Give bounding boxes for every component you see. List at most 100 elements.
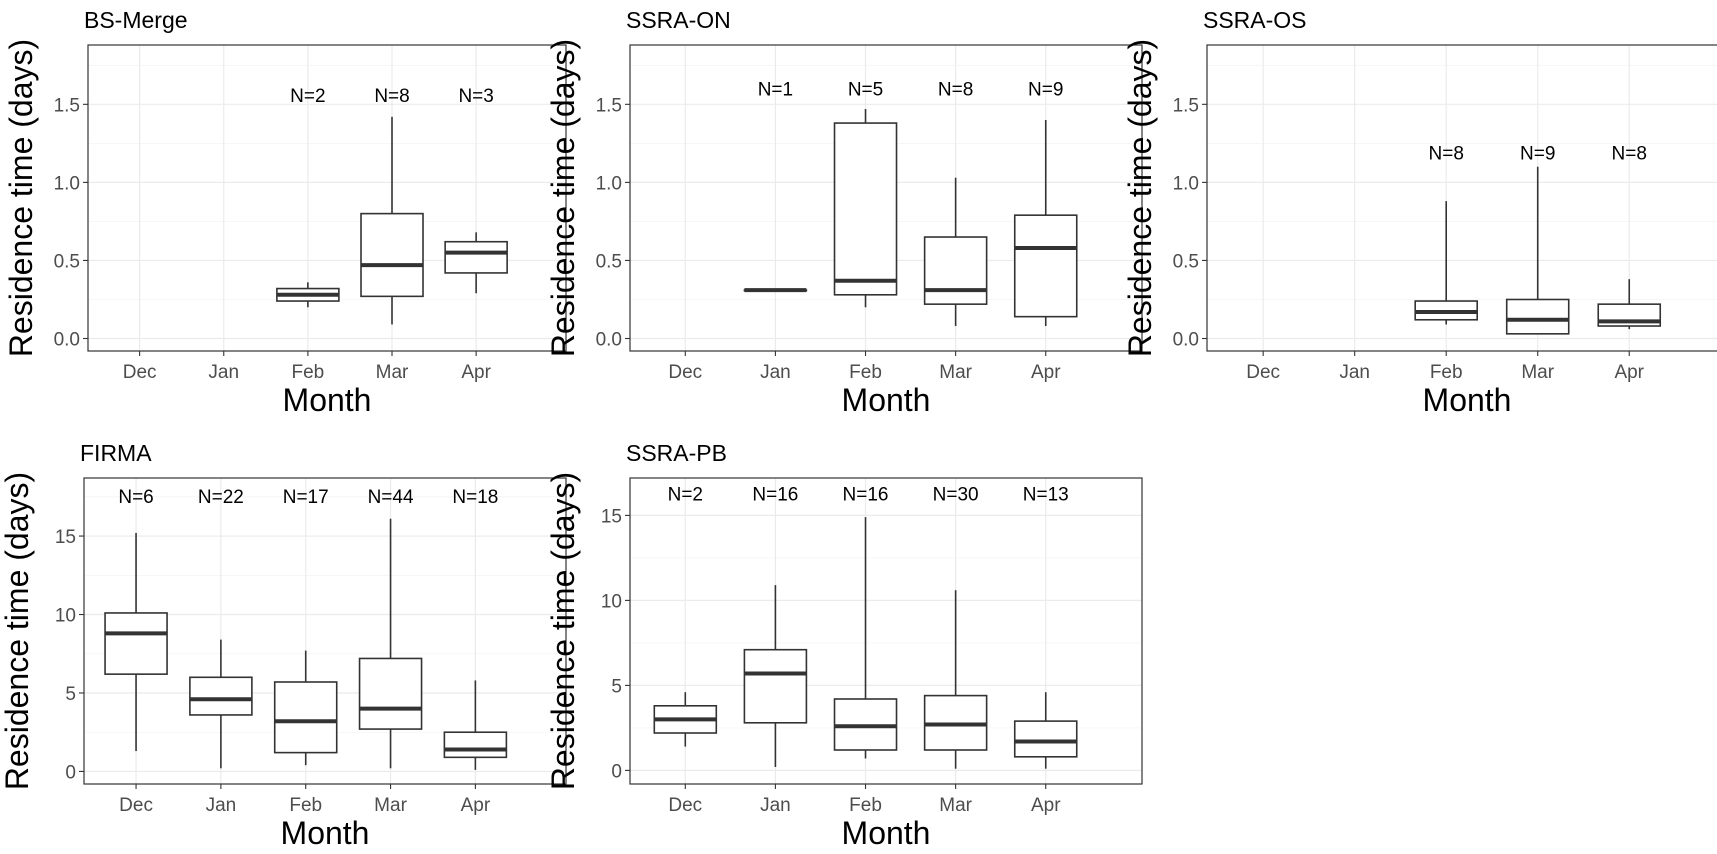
box-Apr: N=8 — [1597, 144, 1662, 330]
box-Mar: N=8 — [923, 80, 988, 327]
x-axis-title: Month — [1423, 382, 1512, 418]
n-label: N=5 — [848, 80, 883, 101]
n-label: N=1 — [758, 80, 793, 101]
box-Dec: N=6 — [104, 487, 168, 752]
panel-title: BS-Merge — [84, 7, 188, 33]
y-axis-title: Residence time (days) — [1122, 39, 1158, 357]
y-axis-title: Residence time (days) — [545, 472, 581, 790]
x-tick-label: Mar — [939, 362, 972, 383]
x-tick-label: Feb — [849, 795, 882, 816]
box-Feb: N=16 — [833, 484, 898, 759]
panel-title: SSRA-OS — [1203, 7, 1307, 33]
panel-border — [83, 477, 567, 785]
box-Jan: N=1 — [743, 80, 808, 293]
box-Jan: N=22 — [189, 487, 253, 769]
iqr-box — [833, 122, 898, 296]
y-tick-label: 0 — [611, 761, 622, 782]
y-tick-label: 5 — [611, 676, 622, 697]
box-Mar: N=8 — [360, 86, 424, 325]
chart-panel-FIRMA: N=6 N=22 N=17 N=44 N=18 0 5 10 15 Dec Jan Feb Mar Apr… — [0, 440, 567, 851]
iqr-box — [443, 731, 508, 759]
box-Mar: N=44 — [358, 487, 423, 769]
panel-title: SSRA-ON — [626, 7, 731, 33]
n-label: N=2 — [668, 484, 703, 505]
x-tick-label: Feb — [289, 795, 322, 816]
n-label: N=9 — [1028, 80, 1063, 101]
x-tick-label: Apr — [1031, 795, 1061, 816]
iqr-box — [743, 648, 808, 724]
n-label: N=16 — [752, 484, 798, 505]
y-tick-label: 0.5 — [596, 251, 622, 272]
box-Feb: N=8 — [1414, 144, 1478, 325]
y-tick-label: 0.5 — [1173, 251, 1199, 272]
y-tick-label: 10 — [55, 606, 76, 627]
box-Apr: N=18 — [443, 487, 508, 770]
x-axis-title: Month — [281, 815, 370, 851]
n-label: N=30 — [933, 484, 979, 505]
n-label: N=13 — [1023, 484, 1069, 505]
panel-border — [629, 44, 1143, 352]
x-tick-label: Dec — [668, 795, 702, 816]
y-tick-label: 1.5 — [1173, 95, 1199, 116]
plot-area — [1207, 45, 1717, 351]
panel-border — [629, 477, 1143, 785]
x-axis-title: Month — [842, 815, 931, 851]
y-tick-label: 1.0 — [596, 173, 622, 194]
panel-border — [1206, 44, 1717, 352]
chart-panel-SSRA-PB: N=2 N=16 N=16 N=30 N=13 0 5 10 15 Dec Jan Feb Mar Apr… — [545, 440, 1143, 851]
box-Mar: N=9 — [1505, 144, 1570, 335]
iqr-box — [1505, 298, 1570, 335]
box-Apr: N=3 — [444, 86, 508, 294]
iqr-box — [189, 676, 253, 716]
iqr-box — [104, 612, 168, 675]
x-tick-label: Mar — [939, 795, 972, 816]
y-tick-label: 5 — [65, 684, 76, 705]
y-axis-title: Residence time (days) — [545, 39, 581, 357]
y-tick-label: 1.5 — [54, 95, 80, 116]
y-tick-label: 1.0 — [1173, 173, 1199, 194]
panel-border — [87, 44, 567, 352]
box-Feb: N=17 — [273, 487, 338, 766]
plot-area — [88, 45, 566, 351]
box-Feb: N=5 — [833, 80, 898, 308]
iqr-box — [358, 657, 423, 730]
chart-panel-BS-Merge: N=2 N=8 N=3 0.0 0.5 1.0 1.5 Dec Jan Feb Mar Apr BS-M… — [3, 7, 567, 418]
n-label: N=16 — [843, 484, 889, 505]
n-label: N=8 — [374, 86, 409, 107]
x-axis-title: Month — [283, 382, 372, 418]
iqr-box — [360, 212, 424, 298]
n-label: N=22 — [198, 487, 244, 508]
x-tick-label: Feb — [292, 362, 325, 383]
y-tick-label: 0.0 — [596, 330, 622, 351]
x-tick-label: Dec — [123, 362, 157, 383]
y-tick-label: 10 — [601, 591, 622, 612]
chart-panel-SSRA-ON: N=1 N=5 N=8 N=9 0.0 0.5 1.0 1.5 Dec Jan Feb Mar Apr S… — [545, 7, 1143, 418]
panel-title: FIRMA — [80, 440, 152, 466]
n-label: N=2 — [290, 86, 325, 107]
x-tick-label: Jan — [760, 362, 791, 383]
x-tick-label: Dec — [1246, 362, 1280, 383]
box-Apr: N=9 — [1013, 80, 1078, 327]
n-label: N=44 — [368, 487, 414, 508]
iqr-box — [1013, 720, 1078, 758]
x-tick-label: Dec — [119, 795, 153, 816]
n-label: N=9 — [1520, 144, 1555, 165]
x-tick-label: Jan — [760, 795, 791, 816]
y-tick-label: 0.5 — [54, 251, 80, 272]
n-label: N=8 — [1429, 144, 1464, 165]
x-tick-label: Mar — [374, 795, 407, 816]
box-Feb: N=2 — [276, 86, 340, 308]
x-tick-label: Mar — [1521, 362, 1554, 383]
n-label: N=8 — [938, 80, 973, 101]
y-tick-label: 1.5 — [596, 95, 622, 116]
panel-title: SSRA-PB — [626, 440, 727, 466]
iqr-box — [273, 681, 338, 754]
y-tick-label: 15 — [55, 527, 76, 548]
x-tick-label: Apr — [1031, 362, 1061, 383]
chart-panel-SSRA-OS: N=8 N=9 N=8 0.0 0.5 1.0 1.5 Dec Jan Feb Mar Apr SSRA… — [1122, 7, 1717, 418]
y-tick-label: 15 — [601, 506, 622, 527]
y-tick-label: 1.0 — [54, 173, 80, 194]
x-tick-label: Apr — [461, 795, 491, 816]
box-Jan: N=16 — [743, 484, 808, 767]
